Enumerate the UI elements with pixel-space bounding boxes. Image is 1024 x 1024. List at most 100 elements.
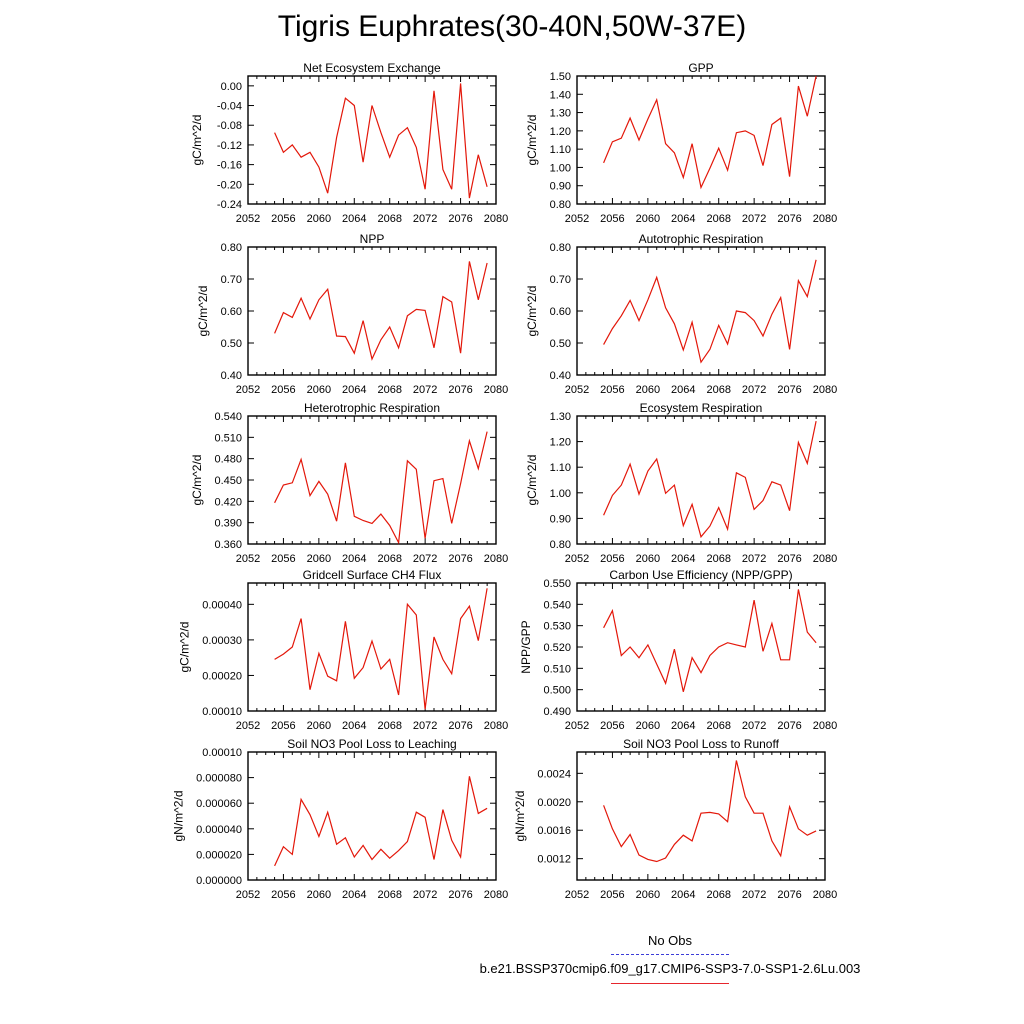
plot-frame	[247, 582, 497, 712]
panel-title: Autotrophic Respiration	[639, 232, 764, 246]
chart-panel-7: 2052 2056 2060 2064 2068 2072 2076 2080 0.00040 0…	[178, 568, 509, 732]
x-tick-label: 2076	[777, 213, 801, 225]
x-tick-label: 2064	[671, 889, 695, 901]
x-tick-label: 2052	[565, 889, 589, 901]
x-tick-label: 2052	[236, 384, 260, 396]
x-tick-label: 2056	[271, 213, 295, 225]
y-tick-label: 0.000000	[196, 875, 242, 887]
x-tick-label: 2072	[742, 553, 766, 565]
chart-panel-5: 2052 2056 2060 2064 2068 2072 2076 2080 0.540 0.5…	[190, 401, 508, 565]
y-tick-label: 0.510	[214, 432, 242, 444]
chart-panel-4: 2052 2056 2060 2064 2068 2072 2076 2080 0.80 0.70…	[525, 232, 837, 396]
x-tick-label: 2072	[413, 720, 437, 732]
y-tick-label: 0.00	[221, 81, 242, 93]
series-line	[274, 261, 488, 361]
y-axis-label: gC/m^2/d	[196, 286, 210, 337]
page-title: Tigris Euphrates(30-40N,50W-37E)	[277, 10, 747, 43]
y-axis-label: gC/m^2/d	[190, 455, 204, 506]
x-tick-label: 2080	[813, 720, 837, 732]
chart-panel-1: 2052 2056 2060 2064 2068 2072 2076 2080 0.00 -0.0…	[190, 61, 508, 225]
y-tick-label: 1.50	[550, 71, 571, 83]
panel-title: Heterotrophic Respiration	[304, 401, 440, 415]
x-tick-label: 2060	[307, 213, 331, 225]
y-tick-label: 0.80	[550, 242, 571, 254]
x-tick-label: 2068	[706, 384, 730, 396]
x-tick-label: 2072	[413, 384, 437, 396]
y-tick-label: 0.490	[543, 706, 571, 718]
x-tick-label: 2080	[484, 889, 508, 901]
y-tick-label: 0.00020	[202, 670, 242, 682]
x-tick-label: 2060	[636, 384, 660, 396]
x-tick-label: 2052	[565, 384, 589, 396]
y-tick-label: -0.12	[217, 140, 242, 152]
y-tick-label: -0.04	[217, 101, 242, 113]
y-tick-label: 0.90	[550, 513, 571, 525]
x-tick-label: 2076	[448, 553, 472, 565]
x-tick-label: 2076	[448, 384, 472, 396]
y-axis-label: gC/m^2/d	[525, 455, 539, 506]
x-tick-label: 2064	[342, 213, 366, 225]
panel-title: NPP	[360, 232, 385, 246]
x-tick-label: 2056	[600, 213, 624, 225]
panel-title: Gridcell Surface CH4 Flux	[303, 568, 442, 582]
series-line	[603, 259, 817, 364]
y-tick-label: 0.520	[543, 642, 571, 654]
y-tick-label: 1.10	[550, 144, 571, 156]
legend-run-line	[611, 983, 729, 984]
y-tick-label: 1.00	[550, 162, 571, 174]
y-axis-label: gN/m^2/d	[513, 791, 527, 842]
y-tick-label: 0.0016	[537, 825, 571, 837]
x-tick-label: 2056	[271, 889, 295, 901]
series-line	[603, 75, 817, 190]
series-line	[274, 83, 488, 199]
x-tick-label: 2056	[600, 889, 624, 901]
x-tick-label: 2064	[671, 553, 695, 565]
y-tick-label: 0.60	[550, 306, 571, 318]
x-tick-label: 2068	[706, 720, 730, 732]
x-tick-label: 2080	[484, 553, 508, 565]
chart-panel-9: 2052 2056 2060 2064 2068 2072 2076 2080 0.00010 0…	[171, 737, 508, 901]
y-tick-label: 0.50	[550, 338, 571, 350]
y-axis-label: gC/m^2/d	[178, 622, 192, 673]
x-tick-label: 2060	[636, 213, 660, 225]
y-tick-label: 0.40	[550, 370, 571, 382]
y-tick-label: 0.550	[543, 578, 571, 590]
panel-title: Soil NO3 Pool Loss to Leaching	[287, 737, 456, 751]
x-tick-label: 2076	[448, 720, 472, 732]
x-tick-label: 2056	[271, 720, 295, 732]
y-tick-label: 0.80	[221, 242, 242, 254]
x-tick-label: 2072	[742, 213, 766, 225]
x-tick-label: 2060	[307, 889, 331, 901]
x-tick-label: 2080	[813, 889, 837, 901]
x-tick-label: 2076	[777, 720, 801, 732]
y-tick-label: 0.000020	[196, 849, 242, 861]
x-tick-label: 2056	[271, 384, 295, 396]
plot-frame	[576, 246, 826, 376]
x-tick-label: 2068	[377, 384, 401, 396]
x-tick-label: 2052	[565, 720, 589, 732]
y-tick-label: 0.00030	[202, 635, 242, 647]
plot-frame	[247, 75, 497, 205]
panel-title: Ecosystem Respiration	[640, 401, 763, 415]
x-tick-label: 2072	[413, 889, 437, 901]
x-tick-label: 2064	[671, 720, 695, 732]
x-tick-label: 2060	[307, 720, 331, 732]
y-tick-label: 0.000060	[196, 798, 242, 810]
panel-title: Net Ecosystem Exchange	[303, 61, 441, 75]
x-tick-label: 2080	[484, 720, 508, 732]
plot-frame	[247, 751, 497, 881]
legend-run-label: b.e21.BSSP370cmip6.f09_g17.CMIP6-SSP3-7.…	[479, 961, 861, 976]
y-tick-label: 1.40	[550, 89, 571, 101]
chart-panel-6: 2052 2056 2060 2064 2068 2072 2076 2080 1.30 1.20…	[525, 401, 837, 565]
x-tick-label: 2064	[342, 889, 366, 901]
plot-frame	[576, 415, 826, 545]
y-tick-label: 0.80	[550, 539, 571, 551]
x-tick-label: 2052	[236, 553, 260, 565]
x-tick-label: 2052	[565, 213, 589, 225]
x-tick-label: 2068	[377, 720, 401, 732]
y-tick-label: 1.10	[550, 462, 571, 474]
plot-frame	[247, 246, 497, 376]
y-tick-label: 0.390	[214, 518, 242, 530]
y-tick-label: 1.30	[550, 411, 571, 423]
